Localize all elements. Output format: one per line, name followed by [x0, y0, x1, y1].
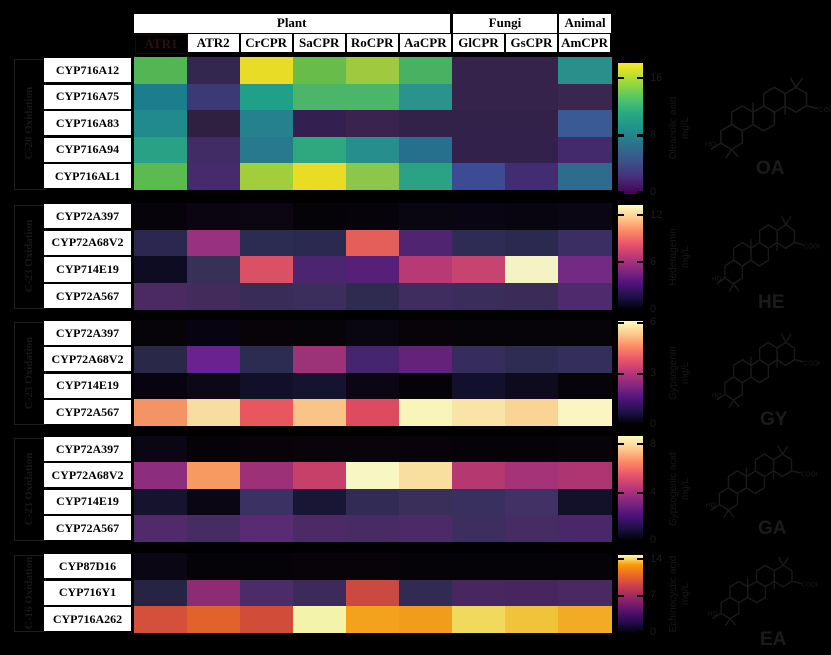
- svg-text:HO: HO: [712, 392, 721, 399]
- svg-text:HO: HO: [706, 502, 716, 509]
- svg-text:HO: HO: [705, 140, 716, 149]
- svg-text:HO: HO: [712, 276, 721, 284]
- svg-text:HO: HO: [708, 611, 717, 618]
